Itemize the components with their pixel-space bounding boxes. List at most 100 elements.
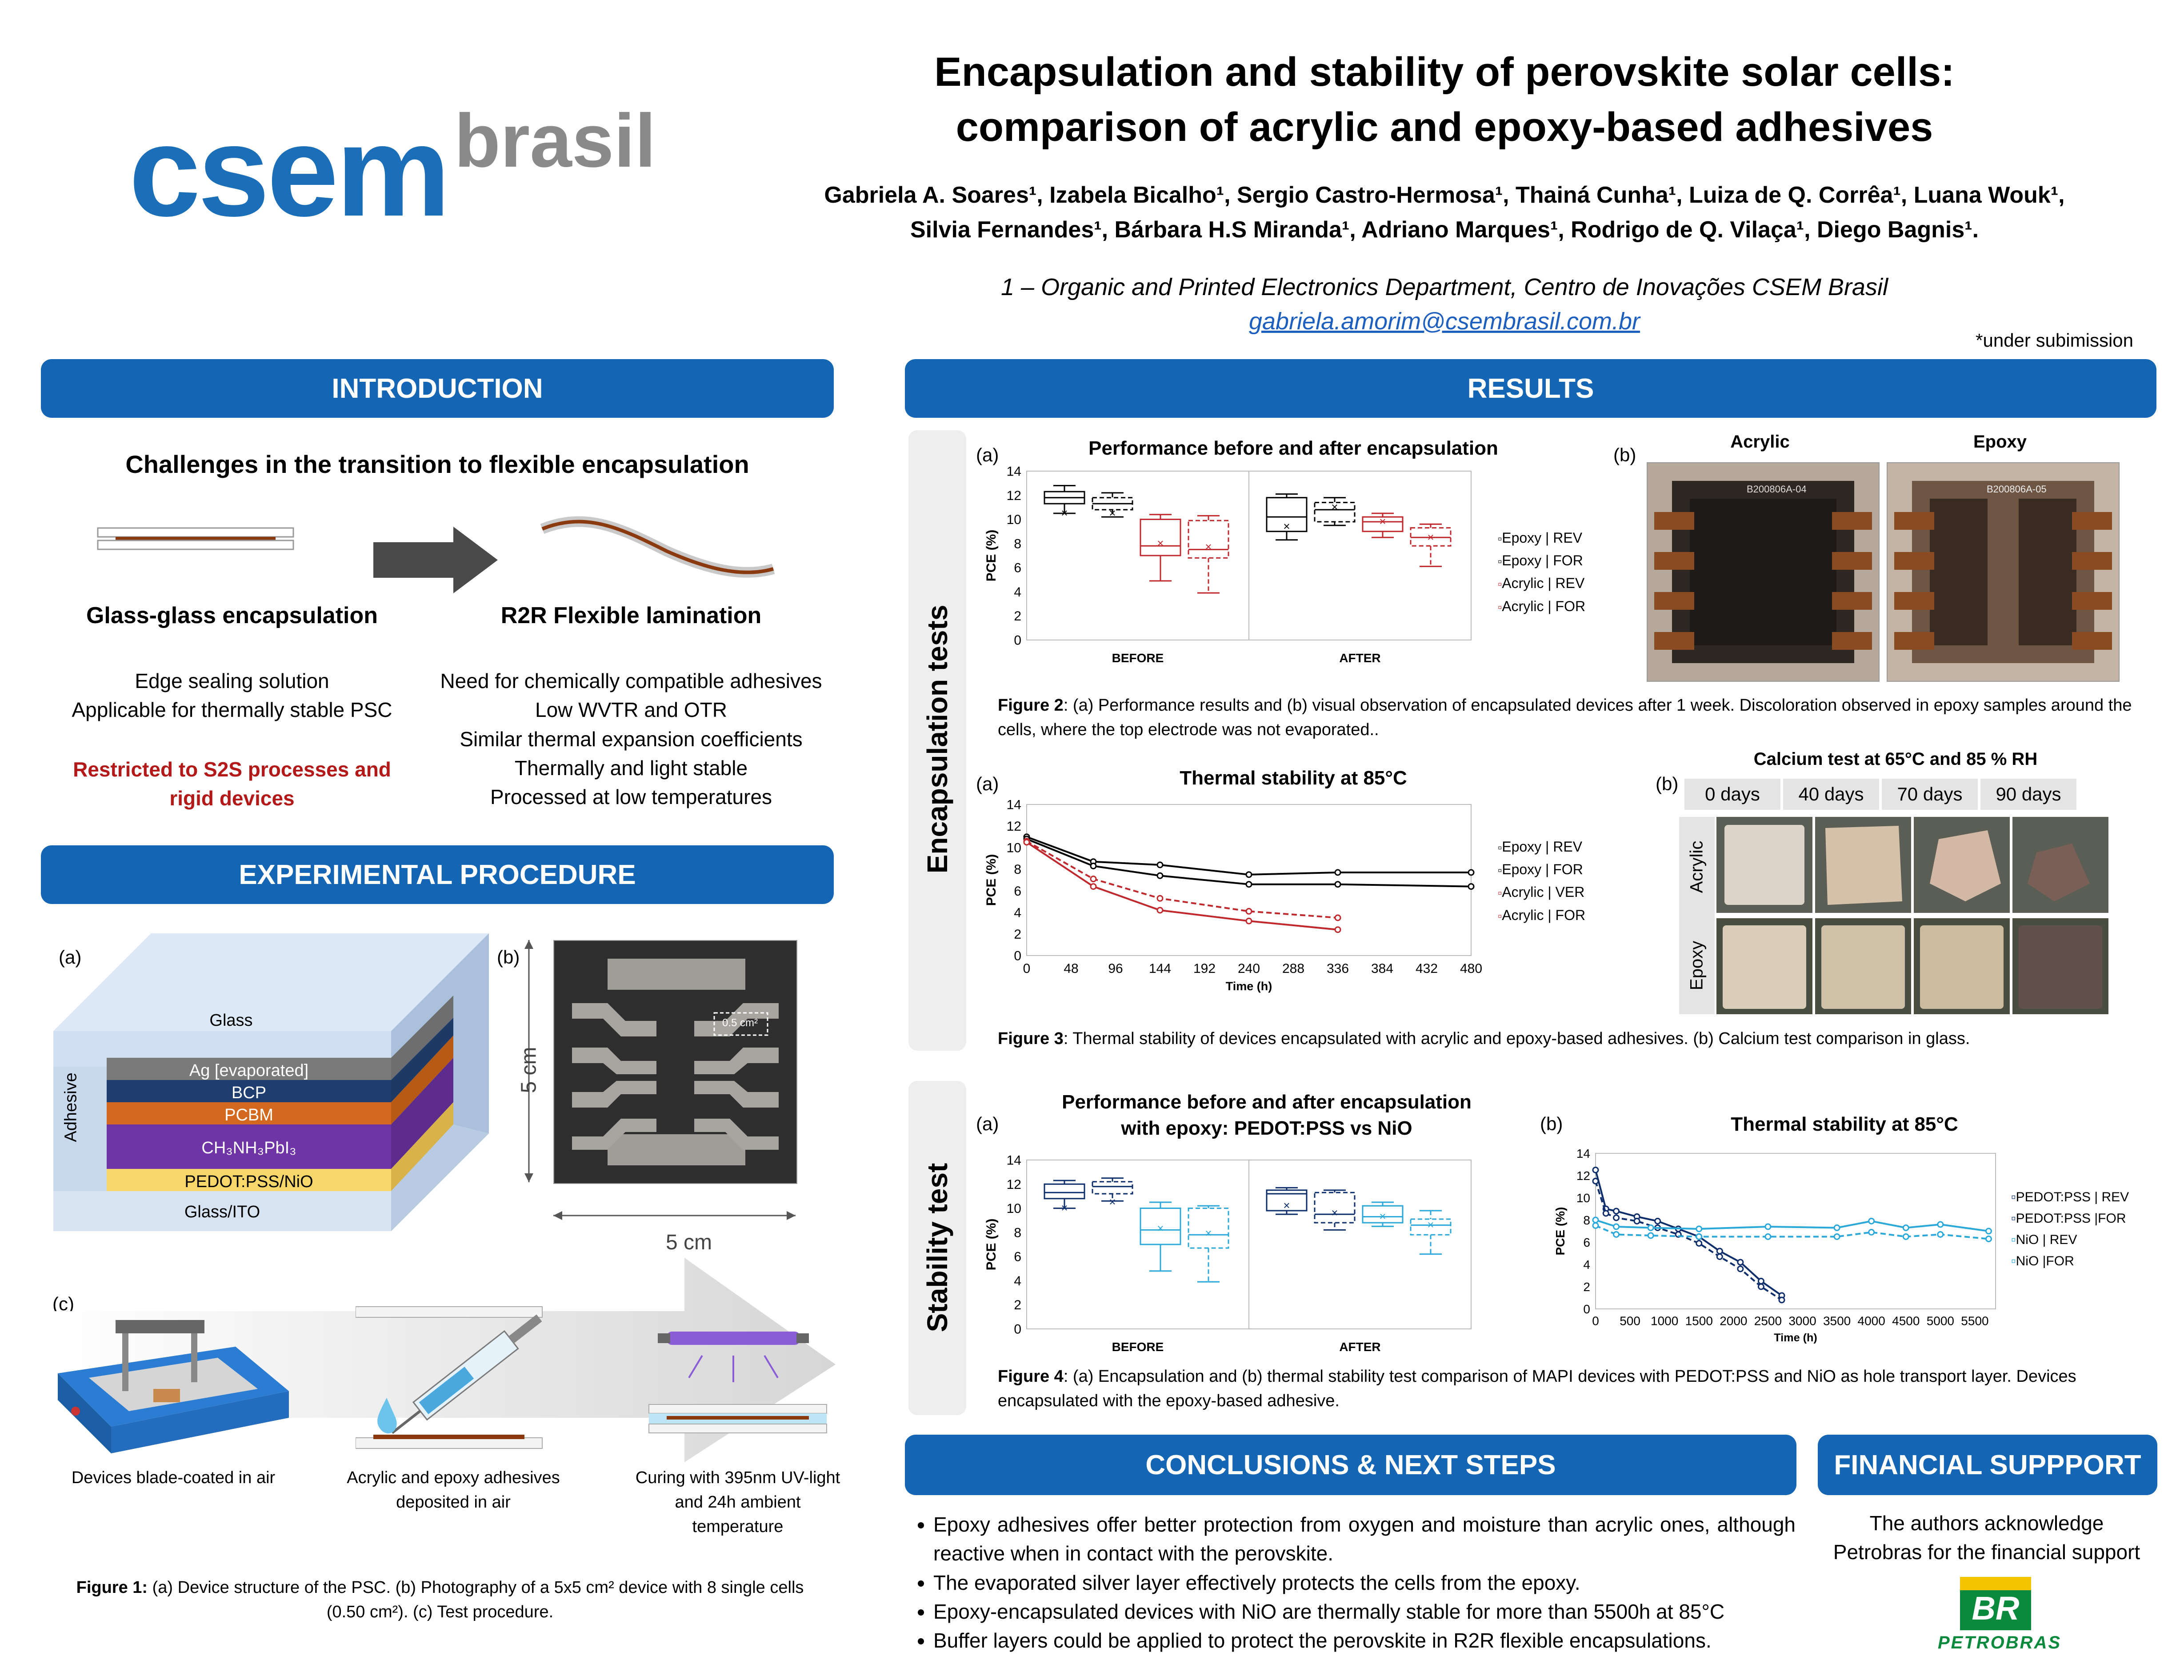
data-point [1613,1214,1620,1221]
x-tick-label: 4500 [1892,1314,1920,1328]
petrobras-name: PETROBRAS [1938,1633,2062,1652]
series-line [1595,1180,1783,1301]
data-point [1468,869,1475,876]
y-tick-label: 0 [1014,633,1021,648]
data-point [1245,917,1252,924]
data-point [1613,1223,1620,1230]
x-tick-label: 1000 [1651,1314,1678,1328]
r2r-points: Need for chemically compatible adhesives… [422,667,840,812]
legend-entry: ▫Epoxy | REV [1498,839,1583,855]
y-tick-label: 8 [1014,862,1021,877]
box-mean-marker: × [1109,1195,1116,1208]
x-tick-label: 432 [1416,961,1438,976]
y-tick-label: 12 [1007,1177,1021,1192]
legend-label: Epoxy | REV [1502,530,1583,546]
box [1266,497,1308,532]
data-point [1602,1210,1609,1217]
data-point [1902,1224,1909,1231]
authors-line-2: Silvia Fernandes¹, Bárbara H.S Miranda¹,… [910,217,1979,243]
series-line [1026,840,1338,919]
data-point [1737,1259,1744,1266]
y-tick-label: 14 [1007,464,1021,479]
data-point [1757,1283,1764,1290]
legend-entry: ▫Epoxy | FOR [1498,861,1583,878]
photo-code-2: B200806A-05 [1987,484,2047,495]
data-point [1468,883,1475,890]
y-tick-label: 10 [1007,512,1021,527]
legend-label: NiO |FOR [2016,1254,2074,1268]
conclusion-item: Buffer layers could be applied to protec… [933,1626,1796,1655]
y-tick-label: 0 [1583,1302,1590,1316]
series-line [1026,836,1471,876]
layer-htl: PEDOT:PSS/NiO [184,1172,313,1191]
data-point [1737,1265,1744,1272]
conclusion-item: Epoxy-encapsulated devices with NiO are … [933,1597,1796,1626]
layer-adhesive: Adhesive [61,1072,80,1142]
series-line [1595,1224,1989,1240]
data-point [1613,1231,1620,1238]
data-point [1778,1296,1785,1304]
results-banner: RESULTS [905,359,2156,418]
box [1044,1183,1085,1200]
data-point [1647,1224,1654,1231]
funding-line: Petrobras for the financial support [1833,1540,2140,1564]
box [1314,502,1356,523]
figure-4-caption: Figure 4: (a) Encapsulation and (b) ther… [998,1364,2136,1413]
x-category-label: BEFORE [1112,1340,1164,1354]
intro-subtitle: Challenges in the transition to flexible… [125,450,749,478]
legend-label: NiO | REV [2016,1232,2077,1247]
fig2-label-a: (a) [976,444,999,465]
flexible-lamination-diagram [540,516,775,578]
legend-entry: ▫PEDOT:PSS |FOR [2011,1211,2126,1226]
x-tick-label: 5000 [1927,1314,1954,1328]
data-point [1156,872,1164,879]
x-tick-label: 96 [1108,961,1123,976]
box-mean-marker: × [1427,530,1434,544]
device-photo [553,940,797,1184]
data-point [1633,1218,1640,1224]
data-point [1757,1278,1764,1284]
y-tick-label: 4 [1014,585,1021,600]
legend-entry: ▫Acrylic | VER [1498,884,1585,900]
y-tick-label: 6 [1583,1236,1590,1249]
layer-bcp: BCP [231,1084,267,1102]
x-tick-label: 3500 [1823,1314,1851,1328]
left-warning: Restricted to S2S processes and [73,757,391,781]
step-3: Curing with 395nm UV-light and 24h ambie… [635,1468,840,1536]
ca-row-acrylic: Acrylic [1687,840,1707,893]
x-tick-label: 3000 [1788,1314,1816,1328]
title-line-2: comparison of acrylic and epoxy-based ad… [956,104,1933,150]
x-axis-label: Time (h) [1226,980,1272,993]
caption-text: : (a) Performance results and (b) visual… [998,696,2132,740]
fig2a-legend: ▫Epoxy | REV ▫Epoxy | FOR ▫Acrylic | REV… [1498,527,1585,618]
legend-label: Acrylic | FOR [1502,598,1586,614]
data-point [1647,1232,1654,1239]
data-point [1592,1178,1599,1184]
data-point [1592,1222,1599,1229]
y-tick-label: 4 [1014,905,1021,920]
box-mean-marker: × [1331,500,1338,513]
legend-entry: ▫Epoxy | REV [1498,530,1583,546]
data-point [1592,1216,1599,1224]
fig4b-legend: ▫PEDOT:PSS | REV ▫PEDOT:PSS |FOR ▫NiO | … [2011,1187,2129,1272]
data-point [1985,1236,1992,1242]
box [1140,1208,1181,1245]
chart-fig4a: 0 2 4 6 8 10 12 14 PCE (%) BEFORE AFTER × × × × × × × × [984,1153,1472,1354]
y-tick-label: 10 [1576,1191,1590,1205]
figure-2-caption: Figure 2: (a) Performance results and (b… [998,693,2136,742]
box [1092,1181,1133,1195]
x-tick-label: 288 [1282,961,1304,976]
x-axis-label: Time (h) [1774,1332,1817,1344]
ca-day-header: 90 days [1980,779,2076,810]
box-mean-marker: × [1379,515,1386,528]
legend-label: Acrylic | REV [1502,575,1585,592]
caption-text: (a) Device structure of the PSC. (b) Pho… [148,1578,804,1622]
layer-ito: Glass/ITO [184,1203,260,1221]
chart-fig3a: 0 2 4 6 8 10 12 14 PCE (%) 0 48 96 144 192 240 288 336 38… [984,798,1482,993]
caption-text: : (a) Encapsulation and (b) thermal stab… [998,1367,2076,1411]
fig3a-legend: ▫Epoxy | REV ▫Epoxy | FOR ▫Acrylic | VER… [1498,836,1585,927]
data-point [1090,862,1097,869]
cell-area-label: 0.5 cm² [722,1017,758,1029]
email-link[interactable]: gabriela.amorim@csembrasil.com.br [1248,308,1640,335]
y-axis-label: PCE (%) [984,530,999,582]
